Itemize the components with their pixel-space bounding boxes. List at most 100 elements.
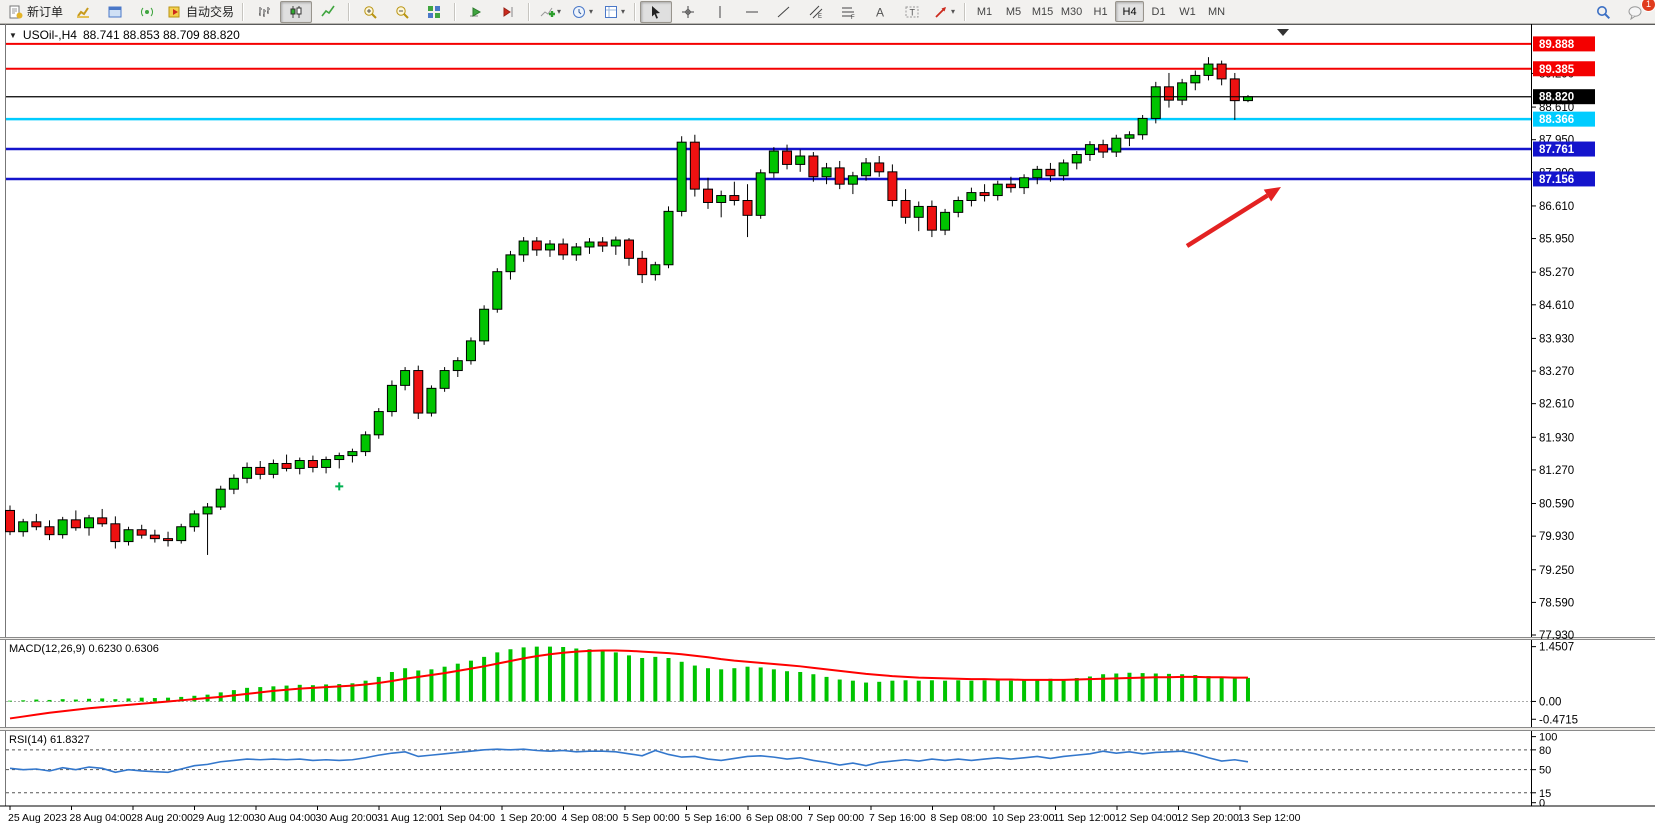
svg-text:83.270: 83.270	[1539, 366, 1574, 378]
candlestick-button[interactable]	[280, 0, 313, 23]
timeframe-m30-button[interactable]: M30	[1060, 5, 1083, 18]
chart-canvas[interactable]: 89.29088.61087.95087.29086.61085.95085.2…	[0, 24, 1655, 838]
chart-shift-button[interactable]	[492, 1, 524, 23]
text-icon: A	[872, 4, 888, 20]
new-order-icon	[8, 4, 24, 20]
line-chart-button[interactable]	[312, 1, 344, 23]
timeframe-mn-button[interactable]: MN	[1207, 5, 1226, 18]
tile-windows-icon	[426, 4, 442, 20]
svg-text:78.590: 78.590	[1539, 597, 1574, 609]
svg-text:81.930: 81.930	[1539, 432, 1574, 444]
autotrading-button[interactable]: 自动交易	[163, 1, 238, 23]
macd-indicator-label: MACD(12,26,9) 0.6230 0.6306	[9, 643, 159, 655]
toolbar-separator	[528, 2, 531, 21]
svg-text:31 Aug 12:00: 31 Aug 12:00	[377, 812, 439, 824]
timeframe-w1-button[interactable]: W1	[1179, 5, 1196, 18]
chat-icon	[1627, 4, 1643, 20]
svg-text:11 Sep 12:00: 11 Sep 12:00	[1054, 812, 1116, 824]
zoom-out-icon	[394, 4, 410, 20]
pane-separator-2[interactable]	[0, 727, 1655, 731]
svg-text:28 Aug 04:00: 28 Aug 04:00	[70, 812, 132, 824]
text-button[interactable]: A	[864, 1, 896, 23]
label-button[interactable]: T	[896, 1, 928, 23]
svg-text:E: E	[818, 14, 822, 20]
price-axis-badges: 89.888 89.385 88.820 88.366 87.761 87.156	[1533, 36, 1595, 187]
timeframe-h4-button[interactable]: H4	[1115, 1, 1145, 22]
svg-text:100: 100	[1539, 732, 1557, 744]
auto-scroll-button[interactable]	[460, 1, 492, 23]
search-button[interactable]	[1587, 1, 1619, 23]
timeframe-m1-button[interactable]: M1	[976, 5, 993, 18]
trendline-button[interactable]	[768, 1, 800, 23]
new-order-button[interactable]: 新订单	[4, 1, 67, 23]
bar-chart-button[interactable]	[248, 1, 280, 23]
svg-text:88.820: 88.820	[1539, 92, 1574, 104]
new-order-button-label: 新订单	[27, 5, 64, 19]
crosshair-button[interactable]	[672, 1, 704, 23]
toolbar-separator	[964, 2, 967, 21]
tile-windows-button[interactable]	[418, 1, 450, 23]
vertical-line-button[interactable]	[704, 1, 736, 23]
symbol-name: USOil-,H4	[22, 28, 77, 42]
svg-text:1 Sep 04:00: 1 Sep 04:00	[439, 812, 496, 824]
indicators-button[interactable]: ▾	[534, 1, 566, 23]
new-chart-icon	[75, 4, 91, 20]
arrows-button[interactable]: ▾	[928, 1, 960, 23]
svg-text:80.590: 80.590	[1539, 499, 1574, 511]
trend-arrow-annotation[interactable]	[1185, 193, 1269, 248]
timeframe-m15-button[interactable]: M15	[1031, 5, 1054, 18]
timeframe-h1-button[interactable]: H1	[1093, 5, 1108, 18]
svg-text:28 Aug 20:00: 28 Aug 20:00	[131, 812, 193, 824]
fibonacci-icon: F	[840, 4, 856, 20]
periods-button[interactable]: ▾	[566, 1, 598, 23]
plus-marker-annotation[interactable]	[335, 482, 344, 491]
search-icon	[1595, 4, 1611, 20]
svg-text:89.888: 89.888	[1539, 39, 1575, 51]
svg-text:84.610: 84.610	[1539, 300, 1574, 312]
time-axis[interactable]: 25 Aug 2023 28 Aug 04:00 28 Aug 20:00 29 Au…	[8, 806, 1301, 824]
horizontal-line-button[interactable]	[736, 1, 768, 23]
ohlc-readout: 88.741 88.853 88.709 88.820	[82, 28, 240, 42]
chevron-down-icon[interactable]: ▾	[951, 7, 956, 16]
svg-text:F: F	[851, 15, 855, 20]
autotrading-button-label: 自动交易	[186, 5, 235, 19]
chart-shift-icon	[500, 4, 516, 20]
toolbar-separator	[454, 2, 457, 21]
timeframe-m5-button[interactable]: M5	[1005, 5, 1022, 18]
signals-button[interactable]	[131, 1, 163, 23]
fibonacci-button[interactable]: F	[832, 1, 864, 23]
svg-text:A: A	[876, 5, 884, 19]
profiles-button[interactable]	[99, 1, 131, 23]
timeframe-d1-button[interactable]: D1	[1151, 5, 1166, 18]
pane-separator-1[interactable]	[0, 637, 1655, 640]
chevron-down-icon[interactable]: ▾	[589, 7, 594, 16]
svg-text:13 Sep 12:00: 13 Sep 12:00	[1238, 812, 1301, 824]
templates-button[interactable]: ▾	[598, 1, 630, 23]
chart-shift-marker[interactable]	[1277, 29, 1289, 36]
chevron-down-icon[interactable]: ▾	[621, 7, 626, 16]
collapse-chart-icon[interactable]: ▼	[9, 30, 17, 40]
chat-button[interactable]: 1	[1619, 0, 1655, 23]
toolbar-separator	[348, 2, 351, 21]
price-axis-ticks: 89.29088.61087.95087.29086.61085.95085.2…	[1531, 68, 1574, 642]
svg-text:10 Sep 23:00: 10 Sep 23:00	[992, 812, 1055, 824]
label-icon: T	[904, 4, 920, 20]
svg-text:0.00: 0.00	[1539, 696, 1561, 708]
horizontal-line-icon	[744, 4, 760, 20]
svg-text:79.930: 79.930	[1539, 531, 1574, 543]
cursor-button[interactable]	[640, 0, 673, 23]
svg-text:86.610: 86.610	[1539, 201, 1574, 213]
svg-text:7 Sep 16:00: 7 Sep 16:00	[869, 812, 926, 824]
svg-text:77.930: 77.930	[1539, 630, 1574, 642]
svg-text:T: T	[910, 7, 916, 17]
zoom-in-button[interactable]	[354, 1, 386, 23]
indicators-icon	[539, 4, 556, 20]
channel-button[interactable]: E	[800, 1, 832, 23]
zoom-out-button[interactable]	[386, 1, 418, 23]
svg-text:7 Sep 00:00: 7 Sep 00:00	[808, 812, 865, 824]
new-chart-button[interactable]	[67, 1, 99, 23]
chevron-down-icon[interactable]: ▾	[557, 7, 562, 16]
zoom-in-icon	[362, 4, 378, 20]
svg-text:80: 80	[1539, 745, 1551, 757]
